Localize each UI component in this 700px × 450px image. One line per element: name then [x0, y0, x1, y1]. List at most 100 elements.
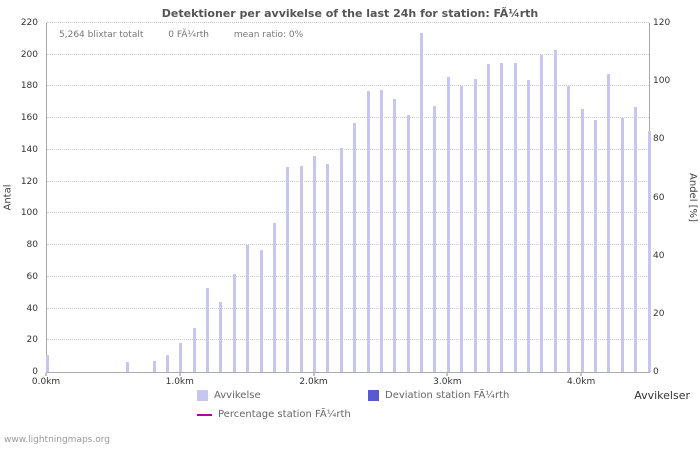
histogram-bar — [366, 91, 370, 372]
y-axis-left-tick-label: 20 — [26, 335, 38, 346]
legend-label-percentage: Percentage station FÃ¼rth — [218, 409, 351, 420]
gridline — [47, 212, 649, 214]
histogram-bar — [219, 302, 223, 372]
histogram-bar — [353, 122, 357, 372]
histogram-bar — [527, 80, 531, 372]
x-axis-tick-label: 2.0km — [299, 377, 328, 387]
y-axis-left: 0 20 40 60 80 100 120 140 160 180 200 220 — [0, 18, 42, 377]
gridline — [47, 148, 649, 150]
x-axis-tick-mark — [45, 373, 47, 376]
x-axis: 0.0km 1.0km 2.0km 3.0km 4.0km — [32, 373, 648, 389]
y-axis-right-tick-label: 60 — [653, 192, 665, 203]
y-axis-left-tick-label: 0 — [32, 367, 38, 377]
legend-label-avvikelse: Avvikelse — [214, 390, 261, 401]
y-axis-left-tick-label: 160 — [20, 113, 38, 124]
y-axis-left-tick-label: 200 — [20, 49, 38, 60]
y-axis-left-tick-label: 40 — [26, 303, 38, 314]
plot-area: 5,264 blixtar totalt 0 FÃ¼rth mean ratio… — [45, 22, 651, 373]
histogram-bar — [620, 118, 624, 372]
histogram-bar — [607, 73, 611, 372]
histogram-bar — [125, 362, 129, 372]
gridline — [47, 180, 649, 182]
x-axis-tick-label: 3.0km — [433, 377, 462, 387]
histogram-bar — [379, 89, 383, 372]
histogram-bar — [406, 115, 410, 372]
stat-mean-ratio: mean ratio: 0% — [233, 30, 304, 40]
histogram-bar — [246, 245, 250, 372]
gridline — [47, 307, 649, 309]
y-axis-right-tick-label: 40 — [653, 250, 665, 261]
gridline — [47, 117, 649, 119]
histogram-bar — [553, 49, 557, 372]
deviation-color-swatch — [368, 390, 379, 401]
stat-total: 5,264 blixtar totalt — [59, 30, 144, 40]
y-axis-left-tick-label: 180 — [20, 81, 38, 92]
x-axis-tick-mark — [580, 373, 582, 376]
legend-label-deviation: Deviation station FÃ¼rth — [385, 390, 510, 401]
histogram-bar — [192, 327, 196, 372]
x-axis-tick-label: 4.0km — [566, 377, 596, 387]
histogram-bar — [179, 343, 183, 372]
stat-station: 0 FÃ¼rth — [168, 30, 210, 40]
percentage-line-swatch — [197, 413, 212, 416]
histogram-bar — [45, 354, 49, 372]
histogram-bar — [286, 167, 290, 372]
y-axis-left-tick-label: 60 — [26, 271, 38, 282]
histogram-bar — [473, 78, 477, 372]
avvikelse-color-swatch — [197, 390, 208, 401]
y-axis-left-tick-label: 80 — [26, 240, 38, 251]
y-axis-right-tick-label: 120 — [653, 18, 671, 28]
histogram-bar — [299, 165, 303, 372]
x-axis-tick-mark — [446, 373, 448, 376]
watermark: www.lightningmaps.org — [4, 435, 110, 445]
legend-item-percentage: Percentage station FÃ¼rth — [197, 409, 351, 420]
stats-line: 5,264 blixtar totalt 0 FÃ¼rth mean ratio… — [59, 30, 325, 40]
y-axis-right-tick-label: 100 — [653, 76, 671, 87]
histogram-bar — [513, 62, 517, 372]
histogram-bar — [272, 222, 276, 372]
y-axis-left-tick-label: 140 — [20, 144, 38, 155]
histogram-bar — [593, 119, 597, 372]
histogram-bar — [206, 287, 210, 372]
histogram-bar — [647, 130, 651, 372]
gridline — [47, 22, 649, 23]
histogram-bar — [580, 108, 584, 372]
histogram-bar — [165, 354, 169, 372]
histogram-bar — [500, 62, 504, 372]
histogram-bar — [433, 105, 437, 372]
histogram-bar — [446, 76, 450, 372]
x-axis-tick-label: 1.0km — [165, 377, 194, 387]
gridline — [47, 275, 649, 277]
gridline — [47, 339, 649, 341]
histogram-bar — [152, 360, 156, 372]
gridline — [47, 244, 649, 246]
histogram-bar — [420, 32, 424, 372]
histogram-bar — [259, 249, 263, 372]
y-axis-left-tick-label: 220 — [20, 18, 38, 28]
histogram-bar — [486, 64, 490, 372]
legend-item-avvikelse: Avvikelse — [197, 390, 261, 401]
x-axis-tick-mark — [313, 373, 315, 376]
chart-title: Detektioner per avvikelse of the last 24… — [161, 7, 539, 20]
y-axis-right-tick-label: 0 — [653, 367, 659, 377]
gridline — [47, 53, 649, 55]
gridline — [47, 85, 649, 87]
y-axis-right-tick-label: 80 — [653, 134, 665, 145]
histogram-bar — [393, 99, 397, 372]
y-axis-right: 0 20 40 60 80 100 120 — [650, 18, 694, 377]
x-axis-tick-mark — [179, 373, 181, 376]
histogram-bar — [339, 148, 343, 372]
y-axis-left-tick-label: 120 — [20, 176, 38, 187]
histogram-bar — [634, 107, 638, 372]
legend-item-deviation: Deviation station FÃ¼rth — [368, 390, 509, 401]
y-axis-right-tick-label: 20 — [653, 308, 665, 319]
histogram-bar — [460, 86, 464, 372]
y-axis-left-tick-label: 100 — [20, 208, 38, 219]
histogram-bar — [567, 86, 571, 372]
histogram-bar — [313, 156, 317, 372]
x-axis-title: Avvikelser — [634, 389, 690, 402]
x-axis-tick-label: 0.0km — [31, 377, 61, 387]
histogram-bar — [326, 164, 330, 372]
histogram-bar — [232, 273, 236, 372]
